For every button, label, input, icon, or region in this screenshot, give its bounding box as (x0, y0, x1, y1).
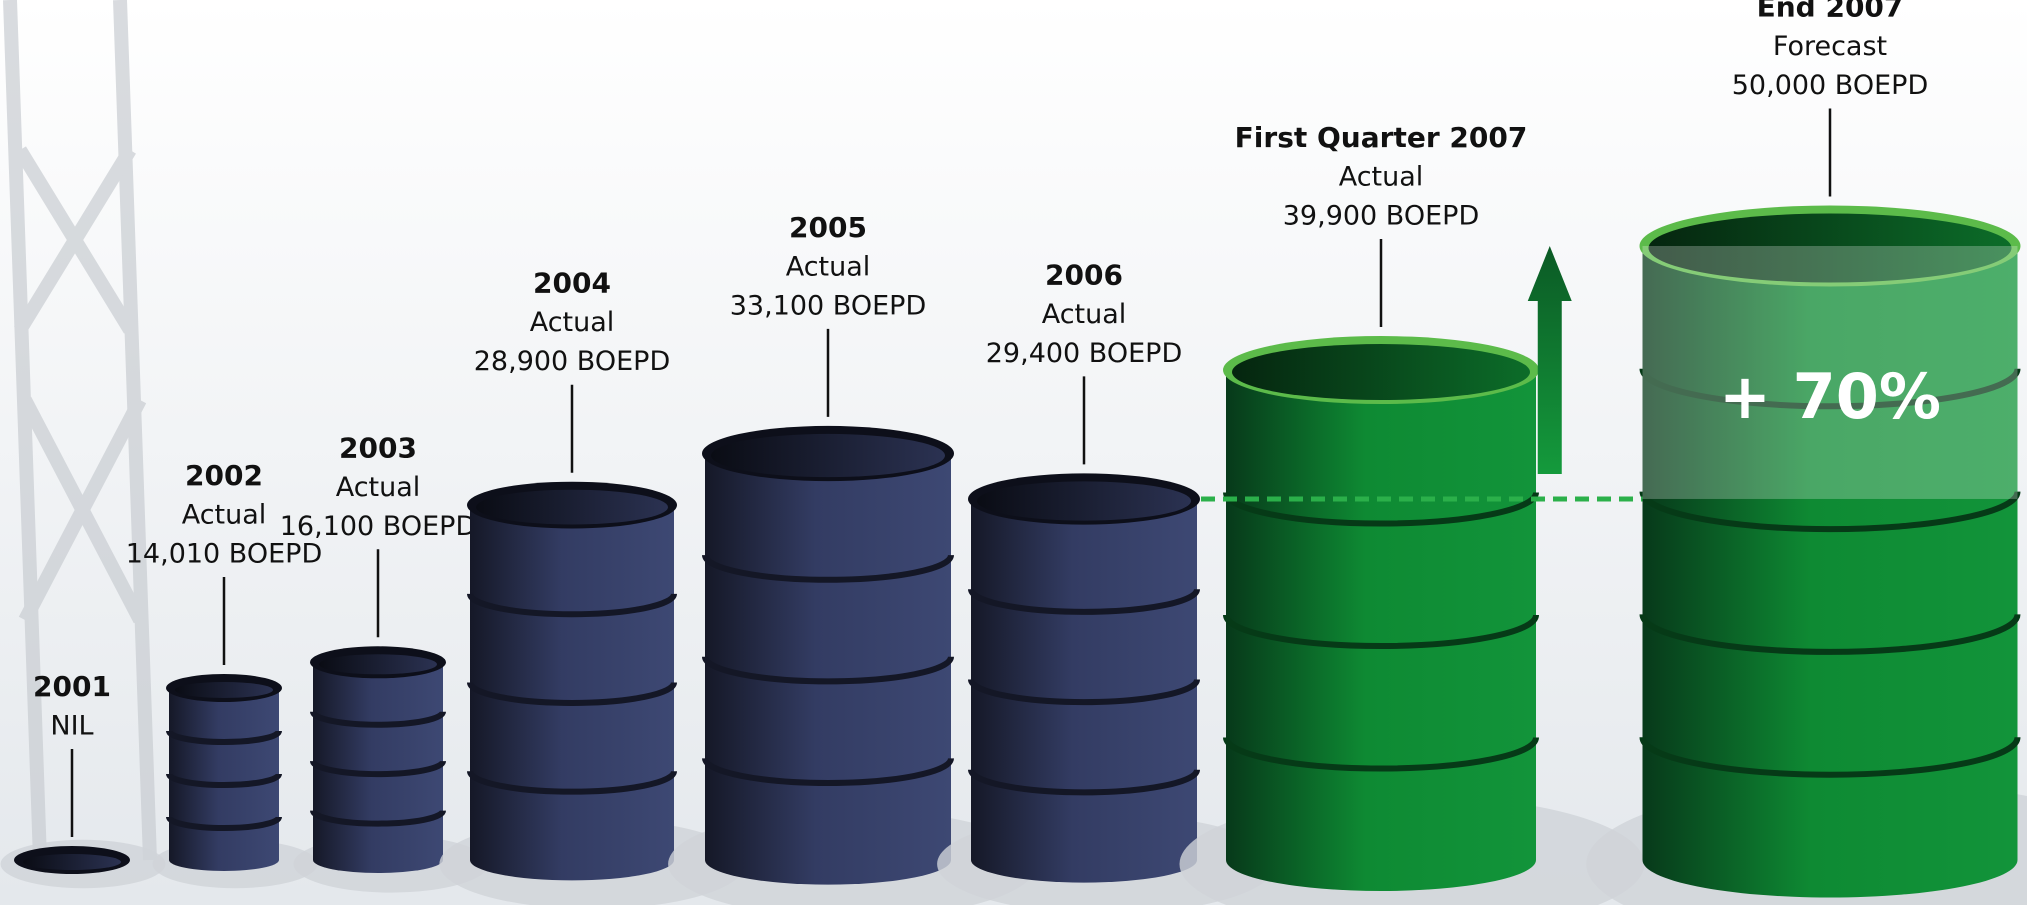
barrel-bottom (1226, 829, 1536, 891)
value-label: 33,100 BOEPD (730, 290, 927, 321)
barrel-top (175, 681, 273, 698)
barrel-ring (968, 678, 1200, 706)
barrel-ring (1639, 614, 2021, 655)
status-label: Actual (182, 499, 267, 530)
year-label: End 2007 (1757, 0, 1904, 24)
increase-band (1642, 246, 2018, 499)
status-label: Forecast (1773, 31, 1887, 62)
barrel-ring (166, 816, 282, 831)
value-label: 39,900 BOEPD (1283, 201, 1480, 232)
value-label: 50,000 BOEPD (1732, 70, 1929, 101)
barrel-ring (1223, 492, 1539, 527)
barrel-ring (968, 588, 1200, 615)
value-label: 14,010 BOEPD (126, 538, 323, 569)
barrel-ring (310, 809, 446, 827)
barrel-ring (702, 656, 954, 685)
barrel-ring (1639, 491, 2021, 533)
barrel-ring (166, 773, 282, 788)
barrel-ring (310, 711, 446, 728)
value-label: 16,100 BOEPD (280, 511, 477, 542)
barrel-ring (467, 593, 677, 618)
increase-arrow (1527, 246, 1572, 474)
annotation: + 70% (1719, 360, 1941, 433)
barrel-ring (467, 682, 677, 706)
barrel-ring (1639, 736, 2021, 778)
barrel-top (1648, 213, 2012, 283)
barrel-bottom (470, 839, 674, 881)
tower-silhouette (3, 0, 157, 861)
year-label: 2002 (185, 459, 263, 492)
barrel-top (476, 489, 668, 525)
year-label: 2001 (33, 670, 111, 703)
status-label: Actual (786, 251, 871, 282)
status-label: Actual (1042, 299, 1127, 330)
status-label: Actual (1339, 162, 1424, 193)
year-label: First Quarter 2007 (1235, 121, 1528, 154)
barrel-ring (702, 554, 954, 583)
barrel-ring (467, 770, 677, 795)
barrel-top (319, 654, 437, 675)
barrel-body (705, 453, 951, 860)
barrel-ring (968, 769, 1200, 796)
barrel-bottom (971, 837, 1197, 883)
status-label: Actual (530, 307, 615, 338)
barrel-ring (1639, 368, 2021, 410)
barrel-ring (702, 757, 954, 786)
barrel-bottom (705, 835, 951, 885)
value-label: NIL (50, 711, 93, 742)
barrel-ring (166, 730, 282, 745)
barrel-top (23, 854, 121, 870)
barrel-body (169, 687, 279, 860)
barrel-body (1226, 370, 1536, 860)
barrel-ring (310, 760, 446, 778)
year-label: 2006 (1045, 258, 1123, 291)
year-label: 2005 (789, 211, 867, 244)
barrel-top (977, 481, 1191, 521)
year-label: 2003 (339, 431, 417, 464)
barrel-body (971, 498, 1197, 860)
barrel-body (1642, 246, 2018, 860)
barrel-bottom (169, 849, 279, 871)
barrel-bottom (1642, 822, 2018, 898)
barrel-body (313, 662, 443, 860)
barrel-ring (1223, 614, 1539, 649)
year-label: 2004 (533, 267, 611, 300)
barrel-ring (1223, 737, 1539, 772)
barrel-body (470, 505, 674, 860)
status-label: Actual (336, 472, 421, 503)
barrel-bottom (313, 847, 443, 873)
barrel-top (1232, 344, 1530, 401)
value-label: 28,900 BOEPD (474, 346, 671, 377)
value-label: 29,400 BOEPD (986, 338, 1183, 369)
barrel-top (711, 433, 945, 478)
